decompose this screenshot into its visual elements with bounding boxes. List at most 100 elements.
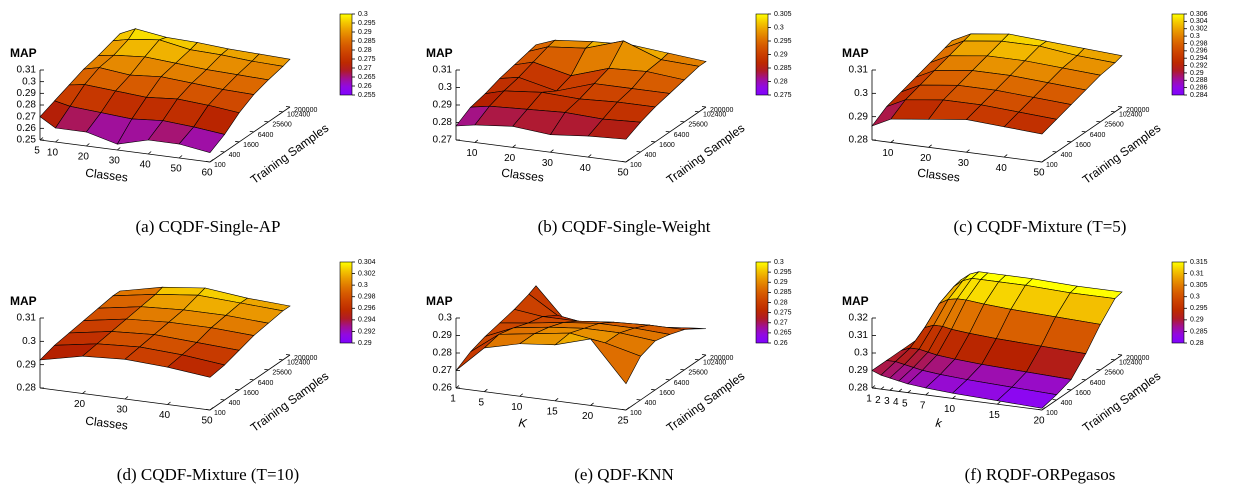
z-tick-label: 0.28 — [17, 383, 37, 394]
colorbar-tick-label: 0.285 — [1190, 328, 1208, 335]
x-tick-label: 10 — [882, 148, 894, 159]
z-tick-label: 0.31 — [17, 313, 37, 324]
y-tick — [285, 354, 291, 356]
x-tick — [625, 407, 630, 411]
x-tick-label: 10 — [466, 148, 478, 159]
colorbar-tick-label: 0.27 — [358, 65, 372, 72]
x-tick-label: 50 — [1033, 168, 1045, 179]
y-tick-label: 102400 — [287, 360, 310, 367]
y-tick — [1081, 379, 1086, 381]
y-tick — [680, 120, 685, 123]
colorbar-tick-label: 0.286 — [1190, 84, 1208, 91]
y-tick-label: 200000 — [710, 107, 733, 114]
x-tick — [880, 386, 885, 390]
x-tick — [925, 392, 929, 396]
x-tick — [1041, 407, 1046, 411]
x-tick-label: 1 — [450, 394, 456, 405]
colorbar-tick-label: 0.302 — [358, 270, 376, 277]
x-axis-label: k — [935, 416, 944, 431]
colorbar-tick-label: 0.29 — [358, 340, 372, 347]
y-tick-label: 400 — [645, 152, 657, 159]
y-tick-label: 100 — [1046, 410, 1058, 417]
y-tick — [1081, 131, 1086, 133]
x-tick-label: 30 — [542, 158, 554, 169]
y-tick-label: 100 — [214, 410, 226, 417]
z-axis-label: MAP — [842, 46, 869, 60]
y-tick — [680, 368, 685, 371]
z-tick-label: 0.25 — [17, 135, 37, 146]
x-tick-label: 40 — [996, 163, 1008, 174]
z-tick-label: 0.31 — [849, 330, 869, 341]
y-tick — [665, 379, 670, 381]
colorbar-tick-label: 0.275 — [774, 309, 792, 316]
surface-cell — [589, 338, 642, 385]
y-tick-label: 102400 — [703, 112, 726, 119]
z-tick-label: 0.27 — [433, 365, 453, 376]
x-tick-label: 7 — [920, 401, 926, 412]
y-tick — [249, 379, 254, 381]
z-axis-label: MAP — [10, 46, 37, 60]
y-tick — [1037, 161, 1043, 163]
y-tick — [220, 399, 225, 401]
x-tick-label: 40 — [580, 163, 592, 174]
y-tick — [278, 358, 284, 361]
x-tick-label: 15 — [989, 410, 1001, 421]
colorbar-tick-label: 0.3 — [1190, 33, 1200, 40]
y-tick-label: 400 — [1061, 400, 1073, 407]
x-axis-label: Classes — [85, 414, 129, 433]
caption: (b) CQDF-Single-Weight — [538, 217, 711, 236]
y-tick-label: 200000 — [1126, 355, 1149, 362]
x-axis-label: Classes — [501, 166, 545, 185]
colorbar-tick-label: 0.27 — [774, 320, 788, 327]
y-tick — [1117, 106, 1123, 108]
z-tick-label: 0.27 — [433, 135, 453, 146]
y-tick-label: 400 — [229, 152, 241, 159]
y-tick — [1096, 120, 1101, 123]
y-tick-label: 100 — [630, 410, 642, 417]
y-tick — [636, 399, 641, 401]
z-tick-label: 0.26 — [17, 123, 37, 134]
x-tick-label: 40 — [140, 160, 152, 171]
y-tick — [694, 358, 700, 361]
y-tick-label: 1600 — [243, 390, 259, 397]
colorbar-tick-label: 0.285 — [774, 65, 792, 72]
x-tick — [474, 139, 479, 143]
x-axis-label: Classes — [85, 166, 129, 185]
x-tick — [625, 159, 630, 163]
x-tick-label: 10 — [511, 402, 523, 413]
x-tick-label: 20 — [74, 399, 86, 410]
colorbar — [755, 261, 769, 344]
surface-cell — [587, 118, 642, 140]
colorbar-tick-label: 0.31 — [1190, 270, 1204, 277]
z-tick-label: 0.31 — [433, 65, 453, 76]
y-tick — [665, 131, 670, 133]
y-tick-label: 400 — [645, 400, 657, 407]
x-tick — [82, 390, 86, 394]
y-tick-label: 102400 — [287, 112, 310, 119]
x-axis — [871, 387, 1043, 411]
x-axis — [871, 139, 1043, 163]
colorbar-tick-label: 0.288 — [1190, 77, 1208, 84]
colorbar — [339, 13, 353, 96]
surface-cell — [996, 386, 1058, 409]
y-tick-label: 6400 — [1090, 132, 1106, 139]
colorbar-tick-label: 0.3 — [774, 259, 784, 266]
y-tick — [235, 389, 240, 391]
colorbar-tick-label: 0.315 — [1190, 259, 1208, 266]
x-tick — [871, 385, 876, 389]
y-tick — [235, 141, 240, 143]
colorbar-tick-label: 0.304 — [358, 259, 376, 266]
colorbar-tick-label: 0.3 — [358, 11, 368, 18]
x-tick — [167, 401, 171, 405]
y-tick-label: 100 — [630, 162, 642, 169]
x-tick-label: 5 — [902, 398, 908, 409]
y-axis — [625, 354, 707, 411]
y-tick — [1096, 368, 1101, 371]
y-tick — [285, 106, 291, 108]
z-tick-label: 0.3 — [854, 348, 868, 359]
y-axis-label: Training Samples — [248, 121, 331, 187]
x-tick — [997, 401, 1001, 405]
x-tick-label: 20 — [504, 153, 516, 164]
colorbar-tick-label: 0.3 — [1190, 294, 1200, 301]
